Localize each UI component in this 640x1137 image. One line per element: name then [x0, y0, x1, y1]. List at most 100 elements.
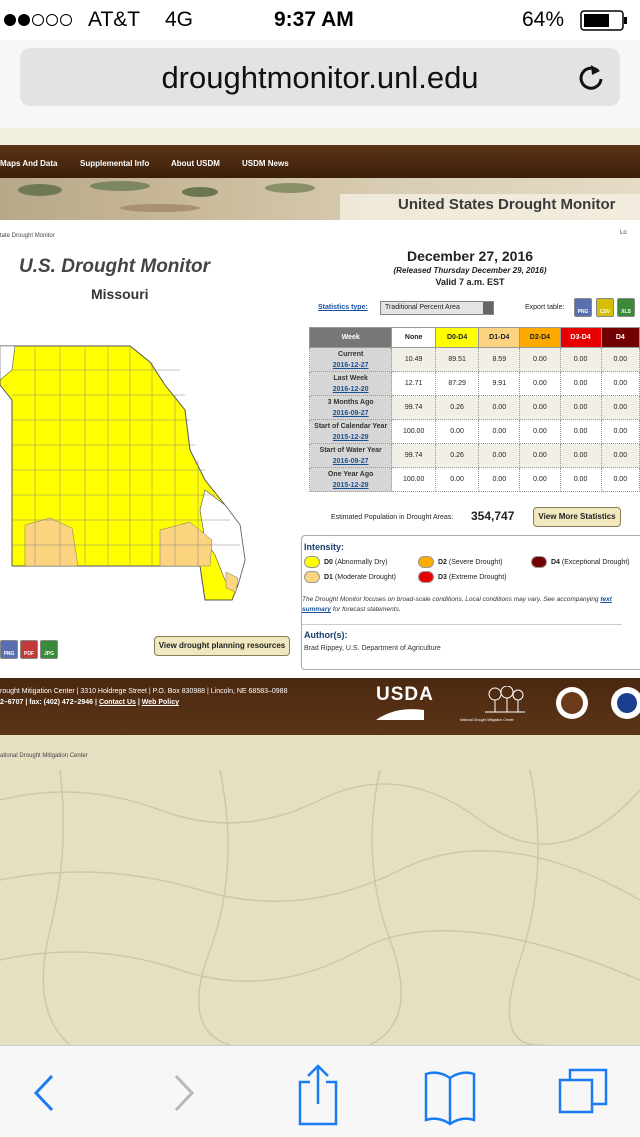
- week-date[interactable]: 2015-12-29: [332, 433, 369, 441]
- table-row: One Year Ago 2015-12-29 100.00 0.00 0.00 0.00…: [308, 467, 640, 492]
- export-icon[interactable]: PNG: [574, 298, 592, 317]
- share-button[interactable]: [298, 1064, 338, 1126]
- week-label: One Year Ago: [327, 470, 374, 478]
- legend-swatch: [304, 556, 320, 568]
- reload[interactable]: [576, 62, 606, 92]
- column-header: D1-D4: [478, 327, 521, 348]
- copyright: ational Drought Mitigation Center: [0, 753, 88, 759]
- note-text: for forecast statements.: [332, 606, 401, 613]
- texture: [0, 128, 640, 145]
- value-cell: 0.00: [600, 371, 640, 396]
- legend-swatch: [418, 571, 434, 583]
- legend-item: D0 (Abnormally Dry): [304, 556, 387, 568]
- value-cell: 0.00: [559, 419, 602, 444]
- legend-code: D1: [324, 573, 333, 581]
- population-value: 354,747: [471, 509, 515, 523]
- nav-item[interactable]: About USDM: [171, 159, 220, 168]
- week-date[interactable]: 2016-09-27: [332, 457, 369, 465]
- legend-item: D2 (Severe Drought): [418, 556, 503, 568]
- column-header: D4: [600, 327, 640, 348]
- stats-type-label[interactable]: Statistics type:: [318, 304, 368, 311]
- week-date[interactable]: 2016-09-27: [332, 409, 369, 417]
- back-button[interactable]: [33, 1074, 54, 1112]
- value-cell: 0.00: [600, 419, 640, 444]
- legend-code: D0: [324, 558, 333, 566]
- value-cell: 0.00: [434, 467, 480, 492]
- stats-type-value: Traditional Percent Area: [385, 304, 460, 311]
- battery-level: 64%: [522, 8, 565, 31]
- value-cell: 0.00: [559, 371, 602, 396]
- value-cell: 12.71: [391, 371, 436, 396]
- footer-link[interactable]: Web Policy: [141, 699, 179, 706]
- column-header: None: [391, 327, 436, 348]
- tabs-button[interactable]: [558, 1068, 608, 1114]
- week-date[interactable]: 2016-12-27: [332, 361, 369, 369]
- forward-button[interactable]: [174, 1074, 195, 1112]
- drought-map: [0, 345, 246, 601]
- time: 9:37 AM: [274, 8, 354, 31]
- footer-address: rought Mitigation Center | 3310 Holdrege…: [0, 688, 288, 695]
- breadcrumb[interactable]: tate Drought Monitor: [0, 233, 55, 239]
- legend-code: D3: [438, 573, 447, 581]
- stats-type-select[interactable]: Traditional Percent Area: [380, 301, 494, 315]
- download-icon[interactable]: JPG: [40, 640, 58, 659]
- nav-item[interactable]: Supplemental Info: [80, 159, 150, 168]
- week-cell: One Year Ago 2015-12-29: [308, 467, 393, 492]
- planning-button[interactable]: View drought planning resources: [154, 636, 290, 656]
- authors-title: Author(s):: [304, 630, 348, 640]
- value-cell: 0.00: [600, 395, 640, 420]
- value-cell: 0.00: [600, 443, 640, 468]
- fax: fax: (402) 472–2946: [29, 699, 94, 706]
- week-label: Start of Water Year: [319, 446, 382, 454]
- more-stats-button[interactable]: View More Statistics: [533, 507, 621, 527]
- footer-link[interactable]: Contact Us: [98, 699, 136, 706]
- download-icon[interactable]: PDF: [20, 640, 38, 659]
- nav-item[interactable]: USDM News: [242, 159, 289, 168]
- value-cell: 99.74: [391, 443, 436, 468]
- nav-item[interactable]: Maps And Data: [0, 159, 58, 168]
- value-cell: 100.00: [391, 419, 436, 444]
- column-header: D2-D4: [519, 327, 561, 348]
- week-date[interactable]: 2015-12-29: [332, 481, 369, 489]
- value-cell: 0.00: [478, 419, 521, 444]
- text-summary-link[interactable]: text summary: [302, 596, 612, 613]
- legend-code: D2: [438, 558, 447, 566]
- url-field[interactable]: droughtmonitor.unl.edu: [20, 48, 620, 106]
- value-cell: 0.00: [559, 443, 602, 468]
- value-cell: 0.00: [559, 395, 602, 420]
- release-date: (Released Thursday December 29, 2016): [393, 266, 547, 275]
- footer: rought Mitigation Center | 3310 Holdrege…: [0, 678, 640, 735]
- column-header: Week: [308, 327, 393, 348]
- banner-title: United States Drought Monitor: [398, 196, 616, 213]
- legend-item: D1 (Moderate Drought): [304, 571, 396, 583]
- export-icon[interactable]: CSV: [596, 298, 614, 317]
- stats-table: Week None D0-D4 D1-D4 D2-D4 D3-D4 D4 Current 201…: [308, 327, 640, 492]
- report-date: December 27, 2016: [406, 248, 534, 264]
- value-cell: 89.51: [434, 347, 480, 372]
- value-cell: 0.00: [478, 395, 521, 420]
- background-texture: [0, 770, 640, 1045]
- nav-bar: Maps And Data Supplemental Info About US…: [0, 145, 640, 178]
- table-row: 3 Months Ago 2016-09-27 99.74 0.26 0.00 0.00 0…: [308, 395, 640, 420]
- export-icon[interactable]: XLS: [617, 298, 635, 317]
- note-text: The Drought Monitor focuses on broad-sca…: [302, 596, 599, 603]
- legend-code: D4: [551, 558, 560, 566]
- login[interactable]: Lo: [620, 230, 627, 236]
- value-cell: 0.00: [434, 419, 480, 444]
- population-label: Estimated Population in Drought Areas:: [331, 514, 454, 521]
- week-date[interactable]: 2016-12-20: [332, 385, 369, 393]
- value-cell: 0.26: [434, 395, 480, 420]
- toolbar-icons: [33, 1064, 608, 1126]
- author-name: Brad Rippey, U.S. Department of Agricult…: [304, 645, 441, 652]
- week-label: 3 Months Ago: [327, 398, 374, 406]
- download-icon[interactable]: PNG: [0, 640, 18, 659]
- legend-label: (Exceptional Drought): [561, 558, 630, 566]
- legend-item: D3 (Extreme Drought): [418, 571, 506, 583]
- bookmarks-button[interactable]: [424, 1071, 476, 1126]
- status-bar: AT&T 4G 9:37 AM 64%: [0, 0, 640, 40]
- banner: United States Drought Monitor: [0, 178, 640, 220]
- week-cell: Last Week 2016-12-20: [308, 371, 393, 396]
- value-cell: 0.00: [519, 371, 561, 396]
- legend-label: (Abnormally Dry): [334, 558, 388, 566]
- legend-label: (Extreme Drought): [448, 573, 507, 581]
